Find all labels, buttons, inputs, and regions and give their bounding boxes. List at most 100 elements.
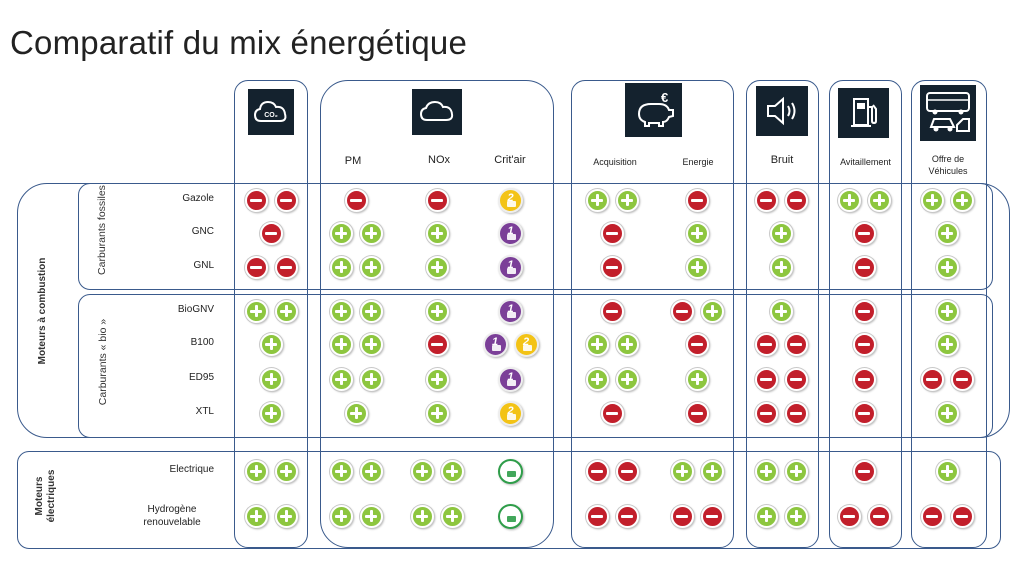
- plus-icon: [784, 459, 808, 483]
- row-label: Gazole: [182, 193, 214, 204]
- plus-icon: [837, 188, 861, 212]
- plus-icon: [950, 188, 974, 212]
- plus-icon: [359, 367, 383, 391]
- minus-icon: [920, 367, 944, 391]
- plus-icon: [700, 459, 724, 483]
- minus-icon: [852, 221, 876, 245]
- minus-icon: [244, 188, 268, 212]
- header-critair: Crit'air: [494, 154, 526, 166]
- plus-icon: [359, 255, 383, 279]
- plus-icon: [244, 459, 268, 483]
- plus-icon: [359, 459, 383, 483]
- plus-icon: [935, 332, 959, 356]
- plus-icon: [440, 504, 464, 528]
- minus-icon: [600, 401, 624, 425]
- critair-2-badge: 2: [498, 401, 523, 426]
- minus-icon: [585, 504, 609, 528]
- header-avitaillement: Avitaillement: [840, 157, 891, 167]
- plus-icon: [685, 221, 709, 245]
- critair-1-badge: 1: [498, 255, 523, 280]
- plus-icon: [259, 401, 283, 425]
- column-cost: [571, 80, 734, 548]
- critair-1-badge: 1: [482, 332, 508, 357]
- plus-icon: [685, 367, 709, 391]
- fuel-pump-icon: [838, 88, 889, 138]
- row-label: BioGNV: [177, 304, 214, 315]
- minus-icon: [600, 221, 624, 245]
- minus-icon: [259, 221, 283, 245]
- minus-icon: [784, 401, 808, 425]
- minus-icon: [920, 504, 944, 528]
- row-label: XTL: [195, 406, 214, 417]
- plus-icon: [935, 459, 959, 483]
- critair-2-badge: 2: [498, 188, 523, 213]
- plus-icon: [769, 255, 793, 279]
- plus-icon: [425, 255, 449, 279]
- plus-icon: [615, 367, 639, 391]
- column-pollutants: [320, 80, 554, 548]
- plus-icon: [769, 221, 793, 245]
- header-acquisition: Acquisition: [593, 157, 637, 167]
- plus-icon: [670, 459, 694, 483]
- plus-icon: [259, 332, 283, 356]
- plus-icon: [440, 459, 464, 483]
- row-label: Electrique: [169, 464, 214, 475]
- minus-icon: [274, 188, 298, 212]
- speaker-icon: [756, 86, 808, 136]
- header-energie: Energie: [682, 157, 714, 167]
- svg-text:€: €: [661, 90, 668, 105]
- column-co2: [234, 80, 308, 548]
- vehicles-icon: [920, 85, 976, 141]
- row-label: Hydrogène renouvelable: [143, 504, 201, 528]
- plus-icon: [585, 188, 609, 212]
- minus-icon: [615, 459, 639, 483]
- minus-icon: [274, 255, 298, 279]
- minus-icon: [685, 332, 709, 356]
- plus-icon: [410, 504, 434, 528]
- header-bruit: Bruit: [770, 154, 794, 166]
- plus-icon: [329, 299, 353, 323]
- pollution-cloud-icon: [412, 89, 462, 135]
- plus-icon: [425, 299, 449, 323]
- plus-icon: [585, 332, 609, 356]
- critair-1-badge: 1: [498, 299, 523, 324]
- minus-icon: [600, 299, 624, 323]
- group-label-bio: Carburants « bio »: [97, 318, 109, 406]
- plus-icon: [769, 299, 793, 323]
- column-noise: [746, 80, 819, 548]
- minus-icon: [754, 188, 778, 212]
- minus-icon: [867, 504, 891, 528]
- plus-icon: [935, 221, 959, 245]
- minus-icon: [754, 401, 778, 425]
- plus-icon: [329, 504, 353, 528]
- critair-1-badge: 1: [498, 221, 523, 246]
- plus-icon: [244, 504, 268, 528]
- header-offre: Offre de Véhicules: [928, 154, 968, 176]
- plus-icon: [935, 401, 959, 425]
- minus-icon: [852, 459, 876, 483]
- minus-icon: [950, 504, 974, 528]
- minus-icon: [784, 367, 808, 391]
- svg-text:CO₂: CO₂: [264, 112, 278, 119]
- critair-2-badge: 2: [513, 332, 539, 357]
- critair-0-badge: [498, 504, 523, 529]
- group-label-fossil: Carburants fossiles: [96, 185, 108, 275]
- header-nox: NOx: [428, 154, 450, 166]
- plus-icon: [920, 188, 944, 212]
- minus-icon: [837, 504, 861, 528]
- minus-icon: [244, 255, 268, 279]
- plus-icon: [784, 504, 808, 528]
- page-title: Comparatif du mix énergétique: [10, 24, 468, 61]
- header-pm: PM: [344, 155, 362, 167]
- group-label-combustion: Moteurs à combustion: [37, 257, 48, 365]
- plus-icon: [329, 332, 353, 356]
- minus-icon: [600, 255, 624, 279]
- minus-icon: [670, 299, 694, 323]
- plus-icon: [935, 255, 959, 279]
- row-label: ED95: [188, 372, 214, 383]
- plus-icon: [425, 367, 449, 391]
- piggy-bank-euro-icon: €: [625, 83, 682, 137]
- plus-icon: [615, 188, 639, 212]
- minus-icon: [950, 367, 974, 391]
- column-vehicles: [911, 80, 987, 548]
